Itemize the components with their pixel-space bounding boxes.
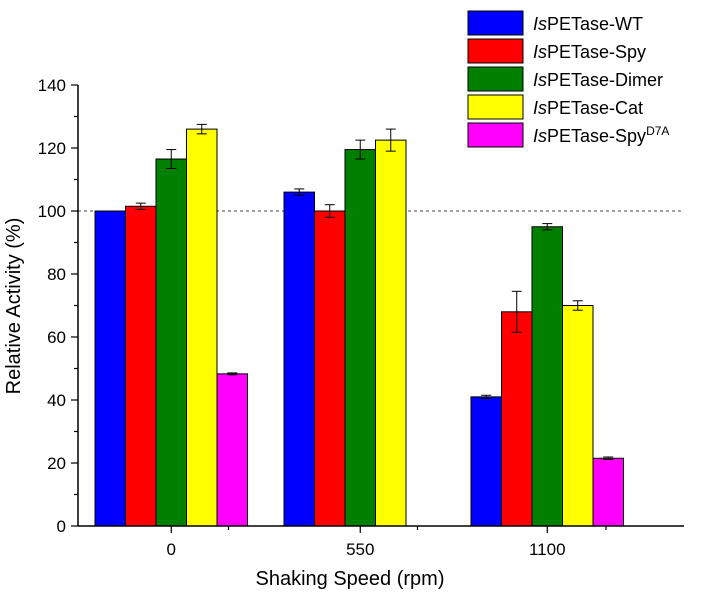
bar-petase-dimer-550	[344, 149, 376, 527]
legend-label: IsPETase-Dimer	[533, 70, 663, 90]
bar-petase-cat-550	[375, 139, 407, 527]
legend-swatch	[467, 10, 524, 36]
legend-swatch	[467, 94, 524, 120]
bar-petase-wt-1100	[470, 396, 502, 527]
bar-petase-cat-0	[186, 128, 218, 527]
legend-swatch	[467, 38, 524, 64]
y-tick-label: 100	[38, 202, 66, 221]
y-tick-label: 0	[57, 517, 66, 536]
y-tick-label: 120	[38, 139, 66, 158]
bar-petase-spy-0	[125, 205, 157, 527]
y-tick-label: 40	[47, 391, 66, 410]
bar-petase-wt-0	[94, 210, 126, 527]
legend-label: IsPETase-WT	[533, 14, 643, 34]
legend-label: IsPETase-Cat	[533, 98, 643, 118]
axes: 0 20 40 60 80 100 120 140 0 550 1100	[38, 76, 684, 559]
legend-swatch	[467, 66, 524, 92]
legend-label: IsPETase-Spy	[533, 42, 646, 62]
bar-petase-wt-550	[283, 191, 315, 527]
x-tick-label: 0	[167, 540, 176, 559]
y-tick-label: 20	[47, 454, 66, 473]
y-tick-label: 60	[47, 328, 66, 347]
legend-swatch	[467, 122, 524, 148]
y-tick-label: 80	[47, 265, 66, 284]
bar-petase-spy-d7a-1100	[592, 457, 624, 527]
x-axis-title: Shaking Speed (rpm)	[256, 568, 445, 590]
x-tick-label: 550	[346, 540, 374, 559]
bar-petase-cat-1100	[562, 305, 594, 527]
bar-petase-spy-1100	[501, 311, 533, 527]
y-tick-label: 140	[38, 76, 66, 95]
bar-petase-spy-550	[314, 210, 346, 527]
legend: IsPETase-WT IsPETase-Spy IsPETase-Dimer IsP…	[467, 10, 669, 148]
y-axis-title: Relative Activity (%)	[3, 218, 25, 395]
bar-petase-spy-d7a-0	[216, 373, 248, 527]
bar-petase-dimer-1100	[531, 226, 563, 527]
bars	[94, 123, 624, 527]
legend-label: IsPETase-SpyD7A	[533, 124, 669, 146]
bar-petase-dimer-0	[155, 158, 187, 527]
x-tick-label: 1100	[529, 540, 566, 559]
